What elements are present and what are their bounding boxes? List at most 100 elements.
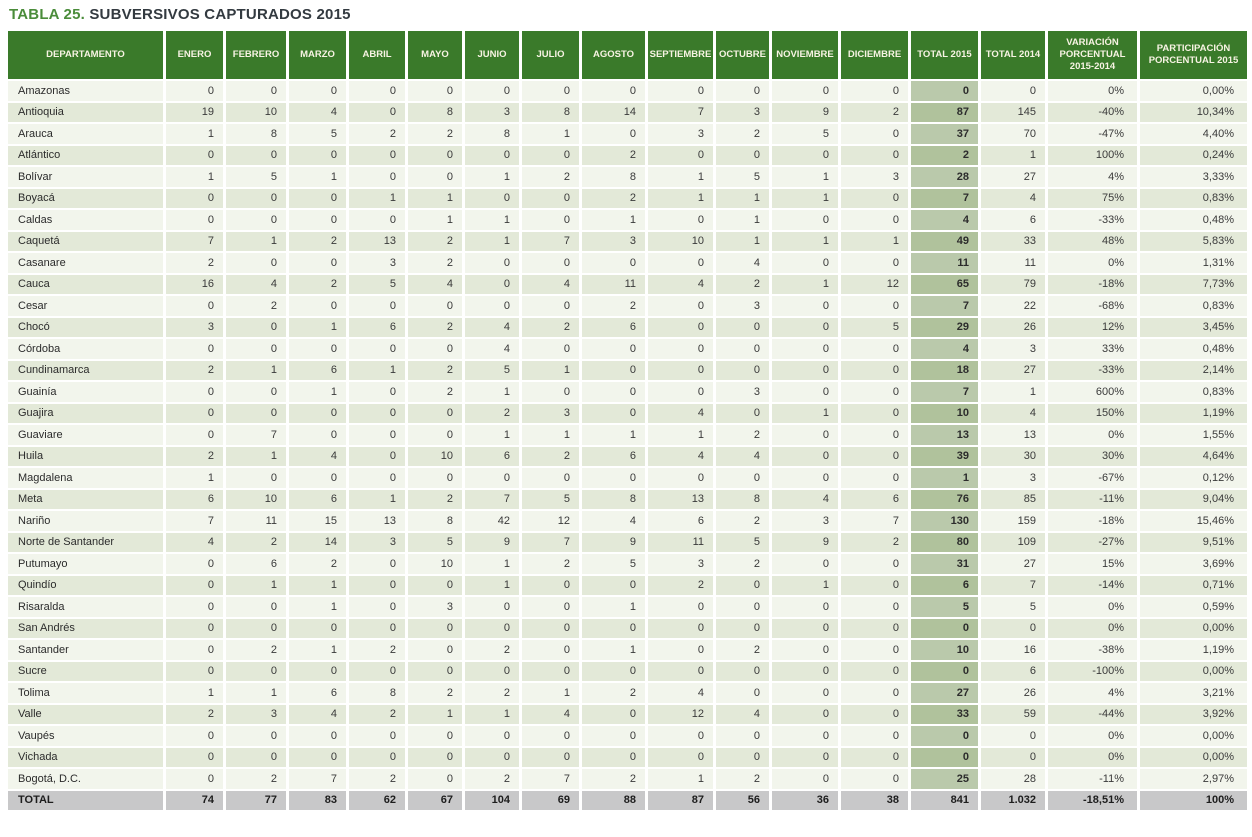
value-cell: 1 xyxy=(226,360,286,380)
department-cell: Sucre xyxy=(8,661,163,681)
value-cell: 33 xyxy=(981,231,1045,251)
value-cell: 0 xyxy=(522,597,579,617)
value-cell: 3,45% xyxy=(1140,317,1247,337)
value-cell: 1 xyxy=(522,360,579,380)
department-cell: Casanare xyxy=(8,253,163,273)
value-cell: 9,04% xyxy=(1140,489,1247,509)
value-cell: 9 xyxy=(582,532,645,552)
value-cell: 0 xyxy=(166,188,223,208)
value-cell: 4 xyxy=(981,403,1045,423)
value-cell: 1 xyxy=(465,231,519,251)
value-cell: 12% xyxy=(1048,317,1137,337)
value-cell: 1 xyxy=(408,704,462,724)
department-cell: Cesar xyxy=(8,296,163,316)
value-cell: 0 xyxy=(289,145,346,165)
table-row: Guajira 0 0 0 0 0 2 3 0 4 0 1 0 10 4 150% 1,19% xyxy=(8,403,1247,423)
value-cell: 2 xyxy=(226,640,286,660)
table-row: Antioquia 19 10 4 0 8 3 8 14 7 3 9 2 87 145 -40% 10,34% xyxy=(8,102,1247,122)
value-cell: 1 xyxy=(226,575,286,595)
value-cell: 0 xyxy=(841,640,908,660)
value-cell: 0 xyxy=(522,640,579,660)
table-row: Norte de Santander 4 2 14 3 5 9 7 9 11 5 9 2 80 109 -27… xyxy=(8,532,1247,552)
column-header: JULIO xyxy=(522,31,579,79)
value-cell: 2 xyxy=(648,575,713,595)
value-cell: 39 xyxy=(911,446,978,466)
department-cell: Guajira xyxy=(8,403,163,423)
value-cell: 0,00% xyxy=(1140,747,1247,767)
table-row: Amazonas 0 0 0 0 0 0 0 0 0 0 0 0 0 0 0% 0,00% xyxy=(8,81,1247,101)
value-cell: 27 xyxy=(981,554,1045,574)
value-cell: 0 xyxy=(408,167,462,187)
department-cell: Vichada xyxy=(8,747,163,767)
value-cell: 2 xyxy=(522,167,579,187)
value-cell: 0 xyxy=(772,597,838,617)
value-cell: 0 xyxy=(772,468,838,488)
value-cell: 3 xyxy=(716,296,769,316)
value-cell: 0 xyxy=(772,360,838,380)
value-cell: 7 xyxy=(522,532,579,552)
value-cell: 2 xyxy=(408,382,462,402)
value-cell: 0 xyxy=(226,382,286,402)
department-cell: Tolima xyxy=(8,683,163,703)
value-cell: 10 xyxy=(408,446,462,466)
value-cell: 0 xyxy=(772,554,838,574)
value-cell: 0 xyxy=(349,382,405,402)
value-cell: -11% xyxy=(1048,769,1137,789)
value-cell: 1 xyxy=(772,167,838,187)
value-cell: 1 xyxy=(648,188,713,208)
value-cell: 2 xyxy=(289,231,346,251)
value-cell: 0 xyxy=(648,339,713,359)
value-cell: 0 xyxy=(289,747,346,767)
value-cell: 10 xyxy=(226,102,286,122)
value-cell: 4 xyxy=(716,253,769,273)
value-cell: 0 xyxy=(465,468,519,488)
value-cell: 4 xyxy=(289,102,346,122)
value-cell: 0 xyxy=(349,446,405,466)
value-cell: 0 xyxy=(772,747,838,767)
value-cell: 4% xyxy=(1048,167,1137,187)
value-cell: 7 xyxy=(289,769,346,789)
value-cell: 0 xyxy=(408,769,462,789)
table-row: Bolívar 1 5 1 0 0 1 2 8 1 5 1 3 28 27 4% 3,33% xyxy=(8,167,1247,187)
value-cell: 109 xyxy=(981,532,1045,552)
value-cell: 0 xyxy=(841,296,908,316)
column-header: NOVIEMBRE xyxy=(772,31,838,79)
value-cell: 4 xyxy=(465,339,519,359)
value-cell: 0 xyxy=(349,339,405,359)
value-cell: 0 xyxy=(582,124,645,144)
department-cell: Cauca xyxy=(8,274,163,294)
value-cell: 0 xyxy=(841,683,908,703)
value-cell: 2 xyxy=(408,253,462,273)
value-cell: 0,48% xyxy=(1140,339,1247,359)
value-cell: 7 xyxy=(911,296,978,316)
value-cell: 0 xyxy=(349,403,405,423)
value-cell: 4 xyxy=(716,704,769,724)
value-cell: 2 xyxy=(911,145,978,165)
value-cell: 87 xyxy=(911,102,978,122)
table-row: Arauca 1 8 5 2 2 8 1 0 3 2 5 0 37 70 -47% 4,40% xyxy=(8,124,1247,144)
total-row: TOTAL 74 77 83 62 67 104 69 88 87 56 36 38 841 1.032 -1… xyxy=(8,790,1247,810)
value-cell: 13 xyxy=(349,231,405,251)
value-cell: 1 xyxy=(349,489,405,509)
value-cell: 0% xyxy=(1048,253,1137,273)
column-header: SEPTIEMBRE xyxy=(648,31,713,79)
value-cell: 1 xyxy=(349,360,405,380)
value-cell: 0 xyxy=(841,769,908,789)
value-cell: 0 xyxy=(582,339,645,359)
value-cell: 0 xyxy=(841,747,908,767)
value-cell: 0 xyxy=(716,317,769,337)
value-cell: 2 xyxy=(522,554,579,574)
value-cell: 83 xyxy=(289,790,346,810)
value-cell: 0 xyxy=(166,382,223,402)
value-cell: 6 xyxy=(582,317,645,337)
value-cell: 9 xyxy=(772,102,838,122)
value-cell: 1 xyxy=(289,597,346,617)
value-cell: 4 xyxy=(648,403,713,423)
value-cell: 11 xyxy=(648,532,713,552)
value-cell: 5 xyxy=(582,554,645,574)
value-cell: 2 xyxy=(408,489,462,509)
value-cell: 1 xyxy=(522,124,579,144)
value-cell: 1 xyxy=(772,188,838,208)
value-cell: 3 xyxy=(772,511,838,531)
value-cell: 0 xyxy=(349,167,405,187)
